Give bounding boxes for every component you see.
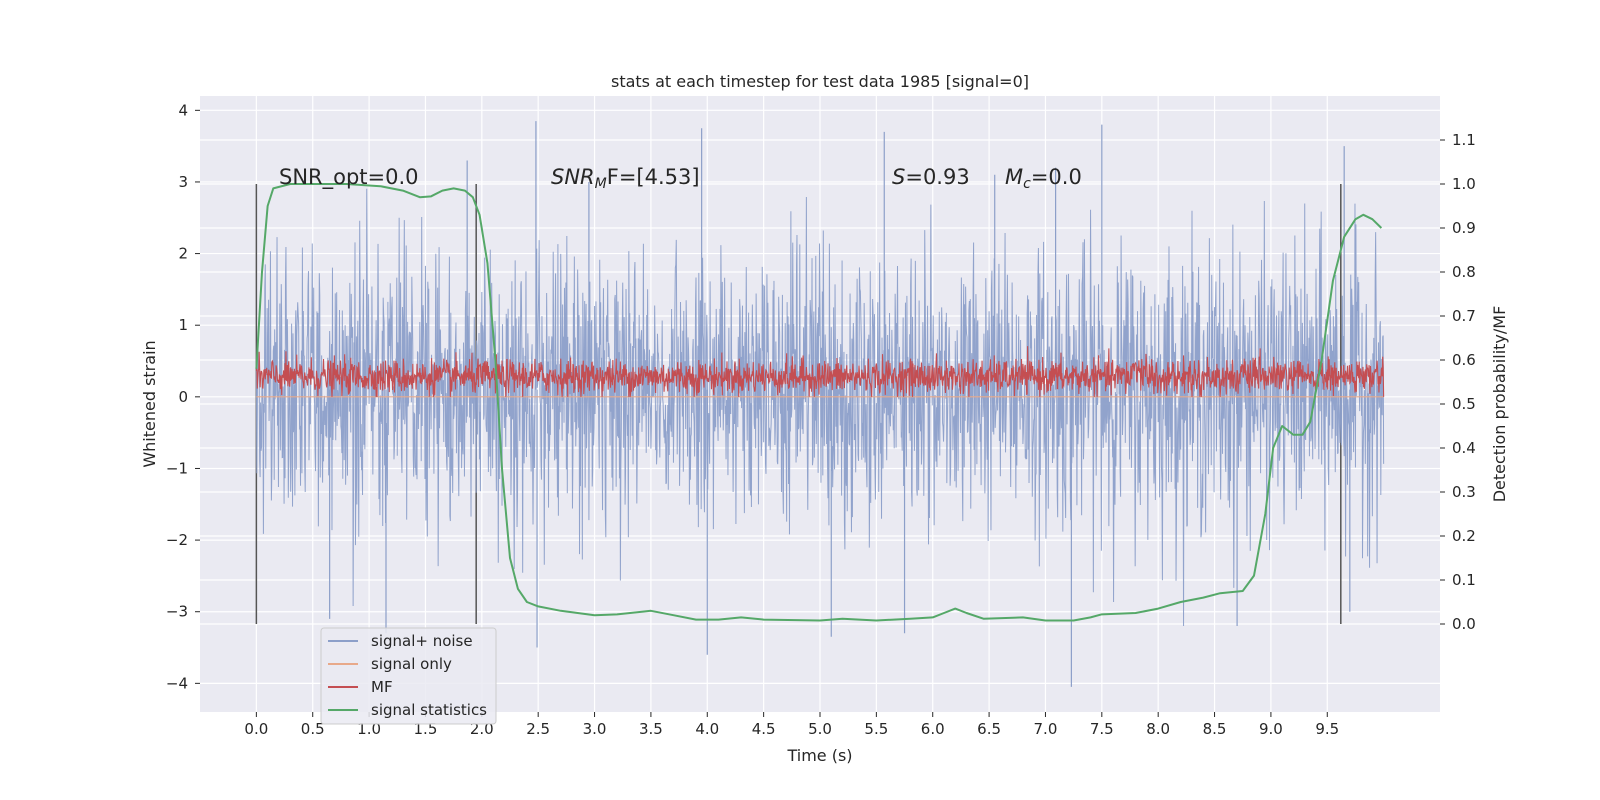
annotation-snr-mf-sub: M (595, 176, 607, 192)
annotation-mc-sub: c (1023, 176, 1031, 192)
x-tick-label-8: 4.0 (695, 720, 719, 738)
x-tick-label-11: 5.5 (864, 720, 888, 738)
y-left-axis-ticks: −4 −3 −2 −1 0 1 2 3 4 (166, 101, 200, 692)
x-tick-label-0: 0.0 (244, 720, 268, 738)
x-tick-label-17: 8.5 (1203, 720, 1227, 738)
x-tick-label-19: 9.5 (1315, 720, 1339, 738)
annotation-snr-mf-tail: F=[4.53] (607, 165, 700, 189)
y-right-axis-label: Detection probability/MF (1490, 306, 1509, 503)
annotations: SNR_opt=0.0 SNRMF=[4.53] S=0.93 Mc=0.0 (279, 165, 1082, 192)
yr-tick-label-2: 0.2 (1452, 527, 1476, 545)
annotation-mc-tail: =0.0 (1031, 165, 1082, 189)
annotation-mc-base: M (1005, 165, 1023, 189)
x-axis-label: Time (s) (786, 746, 852, 765)
yl-tick-label-7: 3 (178, 173, 188, 191)
yr-tick-label-5: 0.5 (1452, 395, 1476, 413)
yr-tick-label-6: 0.6 (1452, 351, 1476, 369)
annotation-s-stat: S=0.93 (892, 165, 970, 189)
series-mf (255, 346, 1385, 397)
series-mf-line (255, 346, 1385, 397)
annotation-mc: Mc=0.0 (1005, 165, 1082, 192)
x-tick-label-12: 6.0 (921, 720, 945, 738)
chart-title: stats at each timestep for test data 198… (611, 72, 1029, 91)
yl-tick-label-5: 1 (178, 316, 188, 334)
annotation-s-stat-tail: =0.93 (905, 165, 969, 189)
yr-tick-label-9: 0.9 (1452, 219, 1476, 237)
yl-tick-label-0: −4 (166, 674, 188, 692)
yr-tick-label-0: 0.0 (1452, 615, 1476, 633)
annotation-snr-mf-base: SNR (551, 165, 595, 189)
x-tick-label-18: 9.0 (1259, 720, 1283, 738)
yl-tick-label-4: 0 (178, 388, 188, 406)
yl-tick-label-8: 4 (178, 101, 188, 119)
x-tick-label-7: 3.5 (639, 720, 663, 738)
yr-tick-label-11: 1.1 (1452, 131, 1476, 149)
legend-label-signal-noise: signal+ noise (371, 632, 473, 650)
yl-tick-label-1: −3 (166, 603, 188, 621)
legend: signal+ noise signal only MF signal stat… (320, 627, 497, 725)
annotation-snr-mf: SNRMF=[4.53] (551, 165, 700, 192)
annotation-snr-opt: SNR_opt=0.0 (279, 165, 419, 190)
annotation-s-stat-base: S (892, 165, 905, 189)
x-tick-label-10: 5.0 (808, 720, 832, 738)
y-left-axis-label: Whitened strain (140, 340, 159, 467)
legend-label-signal-only: signal only (371, 655, 452, 673)
yr-tick-label-1: 0.1 (1452, 571, 1476, 589)
yl-tick-label-6: 2 (178, 245, 188, 263)
x-tick-label-1: 0.5 (301, 720, 325, 738)
y-right-axis-ticks: 0.0 0.1 0.2 0.3 0.4 0.5 0.6 0.7 0.8 0.9 1.0 1.1 (1440, 131, 1476, 633)
series-signal-noise (255, 121, 1385, 687)
x-tick-label-5: 2.5 (526, 720, 550, 738)
x-tick-label-14: 7.0 (1034, 720, 1058, 738)
x-tick-label-6: 3.0 (583, 720, 607, 738)
yr-tick-label-4: 0.4 (1452, 439, 1476, 457)
x-tick-label-16: 8.0 (1146, 720, 1170, 738)
x-tick-label-13: 6.5 (977, 720, 1001, 738)
series-signal-statistics (255, 183, 1383, 622)
yr-tick-label-7: 0.7 (1452, 307, 1476, 325)
x-tick-label-15: 7.5 (1090, 720, 1114, 738)
yl-tick-label-3: −1 (166, 459, 188, 477)
yl-tick-label-2: −2 (166, 531, 188, 549)
yr-tick-label-10: 1.0 (1452, 175, 1476, 193)
legend-box (320, 627, 497, 725)
yr-tick-label-3: 0.3 (1452, 483, 1476, 501)
yr-tick-label-8: 0.8 (1452, 263, 1476, 281)
legend-label-signal-statistics: signal statistics (371, 701, 487, 719)
legend-label-mf: MF (371, 678, 393, 696)
series-signal-statistics-line (255, 183, 1383, 622)
x-tick-label-9: 4.5 (752, 720, 776, 738)
